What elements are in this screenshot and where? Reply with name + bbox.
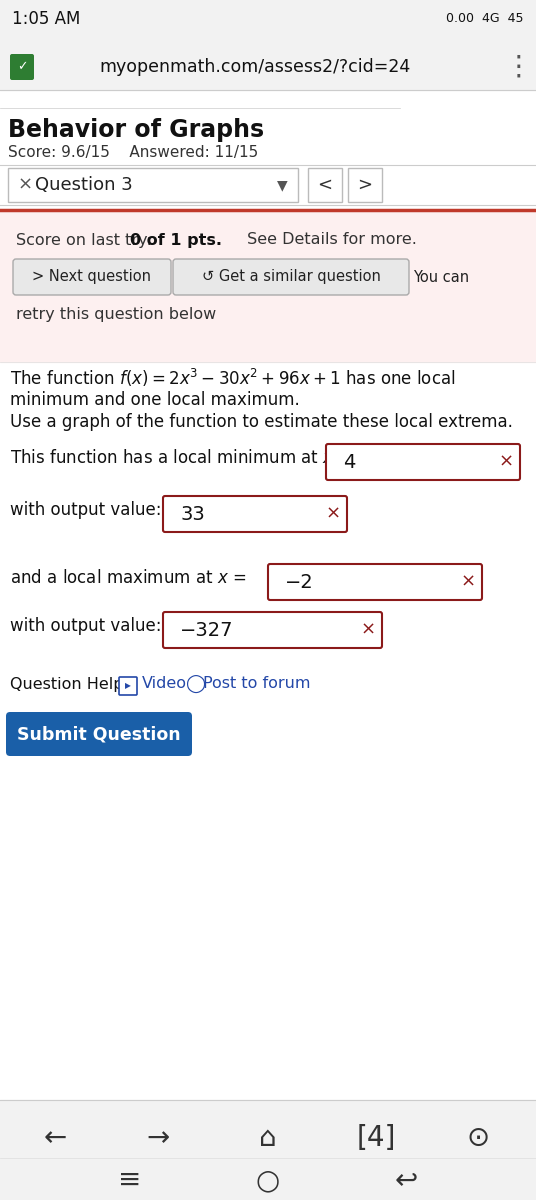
Text: 4: 4 xyxy=(343,452,355,472)
Text: ○: ○ xyxy=(256,1166,280,1194)
Text: myopenmath.com/assess2/?cid=24: myopenmath.com/assess2/?cid=24 xyxy=(99,58,411,76)
Text: ≡: ≡ xyxy=(118,1166,142,1194)
Text: ×: × xyxy=(325,505,340,523)
Text: This function has a local minimum at $x$ =: This function has a local minimum at $x$… xyxy=(10,449,352,467)
Text: 1:05 AM: 1:05 AM xyxy=(12,10,80,28)
Bar xyxy=(0,0,536,38)
Text: minimum and one local maximum.: minimum and one local maximum. xyxy=(10,391,300,409)
Text: Score: 9.6/15    Answered: 11/15: Score: 9.6/15 Answered: 11/15 xyxy=(8,144,258,160)
Text: ←: ← xyxy=(43,1124,66,1152)
Text: retry this question below: retry this question below xyxy=(16,307,216,323)
Text: ✓: ✓ xyxy=(17,60,27,73)
Text: 0.00  4G  45: 0.00 4G 45 xyxy=(446,12,524,25)
FancyBboxPatch shape xyxy=(268,564,482,600)
Bar xyxy=(0,1100,536,1200)
Text: Question 3: Question 3 xyxy=(35,176,133,194)
Text: 33: 33 xyxy=(180,504,205,523)
Bar xyxy=(0,38,536,90)
Text: ↺ Get a similar question: ↺ Get a similar question xyxy=(202,270,381,284)
Text: ×: × xyxy=(18,176,33,194)
FancyBboxPatch shape xyxy=(13,259,171,295)
FancyBboxPatch shape xyxy=(6,712,192,756)
Text: ◯: ◯ xyxy=(185,674,205,694)
Text: Post to forum: Post to forum xyxy=(203,677,310,691)
Text: The function $f(x) = 2x^3 - 30x^2 + 96x + 1$ has one local: The function $f(x) = 2x^3 - 30x^2 + 96x … xyxy=(10,367,456,389)
Text: 0 of 1 pts.: 0 of 1 pts. xyxy=(130,233,222,247)
Text: −327: −327 xyxy=(180,620,234,640)
Text: ↩: ↩ xyxy=(394,1166,418,1194)
Text: −2: −2 xyxy=(285,572,314,592)
FancyBboxPatch shape xyxy=(348,168,382,202)
Text: ⌂: ⌂ xyxy=(259,1124,277,1152)
FancyBboxPatch shape xyxy=(173,259,409,295)
Text: <: < xyxy=(317,176,332,194)
FancyBboxPatch shape xyxy=(119,677,137,695)
Text: and a local maximum at $x$ =: and a local maximum at $x$ = xyxy=(10,569,247,587)
FancyBboxPatch shape xyxy=(308,168,342,202)
Text: with output value:: with output value: xyxy=(10,502,161,518)
FancyBboxPatch shape xyxy=(163,496,347,532)
Text: Video: Video xyxy=(142,677,187,691)
Text: ▼: ▼ xyxy=(277,178,287,192)
Text: >: > xyxy=(358,176,373,194)
Text: ⊙: ⊙ xyxy=(466,1124,489,1152)
Text: Submit Question: Submit Question xyxy=(17,725,181,743)
Text: See Details for more.: See Details for more. xyxy=(242,233,417,247)
Text: ▶: ▶ xyxy=(125,682,131,690)
Bar xyxy=(0,210,536,362)
FancyBboxPatch shape xyxy=(326,444,520,480)
Text: →: → xyxy=(146,1124,169,1152)
Text: Behavior of Graphs: Behavior of Graphs xyxy=(8,118,264,142)
Text: Use a graph of the function to estimate these local extrema.: Use a graph of the function to estimate … xyxy=(10,413,513,431)
FancyBboxPatch shape xyxy=(10,54,34,80)
Text: ×: × xyxy=(360,622,376,638)
Text: Score on last try:: Score on last try: xyxy=(16,233,157,247)
Text: Question Help:: Question Help: xyxy=(10,677,129,691)
Text: You can: You can xyxy=(413,270,469,284)
FancyBboxPatch shape xyxy=(8,168,298,202)
Text: ×: × xyxy=(498,452,513,470)
Text: with output value:: with output value: xyxy=(10,617,161,635)
Text: [4]: [4] xyxy=(356,1124,396,1152)
FancyBboxPatch shape xyxy=(163,612,382,648)
Text: ×: × xyxy=(460,572,475,590)
Text: ⋮: ⋮ xyxy=(504,53,532,80)
Text: > Next question: > Next question xyxy=(33,270,152,284)
